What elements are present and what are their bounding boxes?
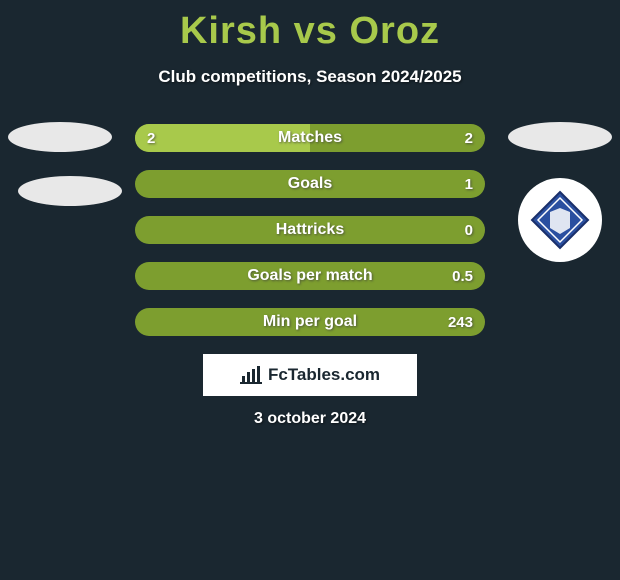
stat-right-value: 0	[465, 222, 473, 239]
stat-label: Goals	[288, 175, 332, 193]
club-right-logo	[518, 178, 602, 262]
stat-row-min-per-goal: Min per goal 243	[135, 308, 485, 336]
brand-text: FcTables.com	[268, 365, 380, 385]
bar-chart-icon	[240, 366, 262, 384]
stat-label: Hattricks	[276, 221, 344, 239]
stat-right-value: 2	[465, 130, 473, 147]
stat-right-value: 243	[448, 314, 473, 331]
stat-row-goals: Goals 1	[135, 170, 485, 198]
date-text: 3 october 2024	[0, 410, 620, 428]
page-title: Kirsh vs Oroz	[0, 0, 620, 53]
brand-prefix: Fc	[268, 365, 288, 384]
stat-label: Matches	[278, 129, 342, 147]
subtitle: Club competitions, Season 2024/2025	[0, 67, 620, 87]
brand-suffix: Tables.com	[288, 365, 380, 384]
stat-right-value: 1	[465, 176, 473, 193]
diamond-club-icon	[530, 190, 590, 250]
stat-row-matches: 2 Matches 2	[135, 124, 485, 152]
stat-row-goals-per-match: Goals per match 0.5	[135, 262, 485, 290]
stat-row-hattricks: Hattricks 0	[135, 216, 485, 244]
player-left-photo-placeholder	[8, 122, 112, 152]
club-left-logo-placeholder	[18, 176, 122, 206]
stats-container: 2 Matches 2 Goals 1 Hattricks 0 Goals pe…	[135, 124, 485, 354]
stat-right-value: 0.5	[452, 268, 473, 285]
stat-left-value: 2	[147, 130, 155, 147]
stat-label: Goals per match	[247, 267, 372, 285]
stat-label: Min per goal	[263, 313, 357, 331]
brand-link[interactable]: FcTables.com	[203, 354, 417, 396]
player-right-photo-placeholder	[508, 122, 612, 152]
